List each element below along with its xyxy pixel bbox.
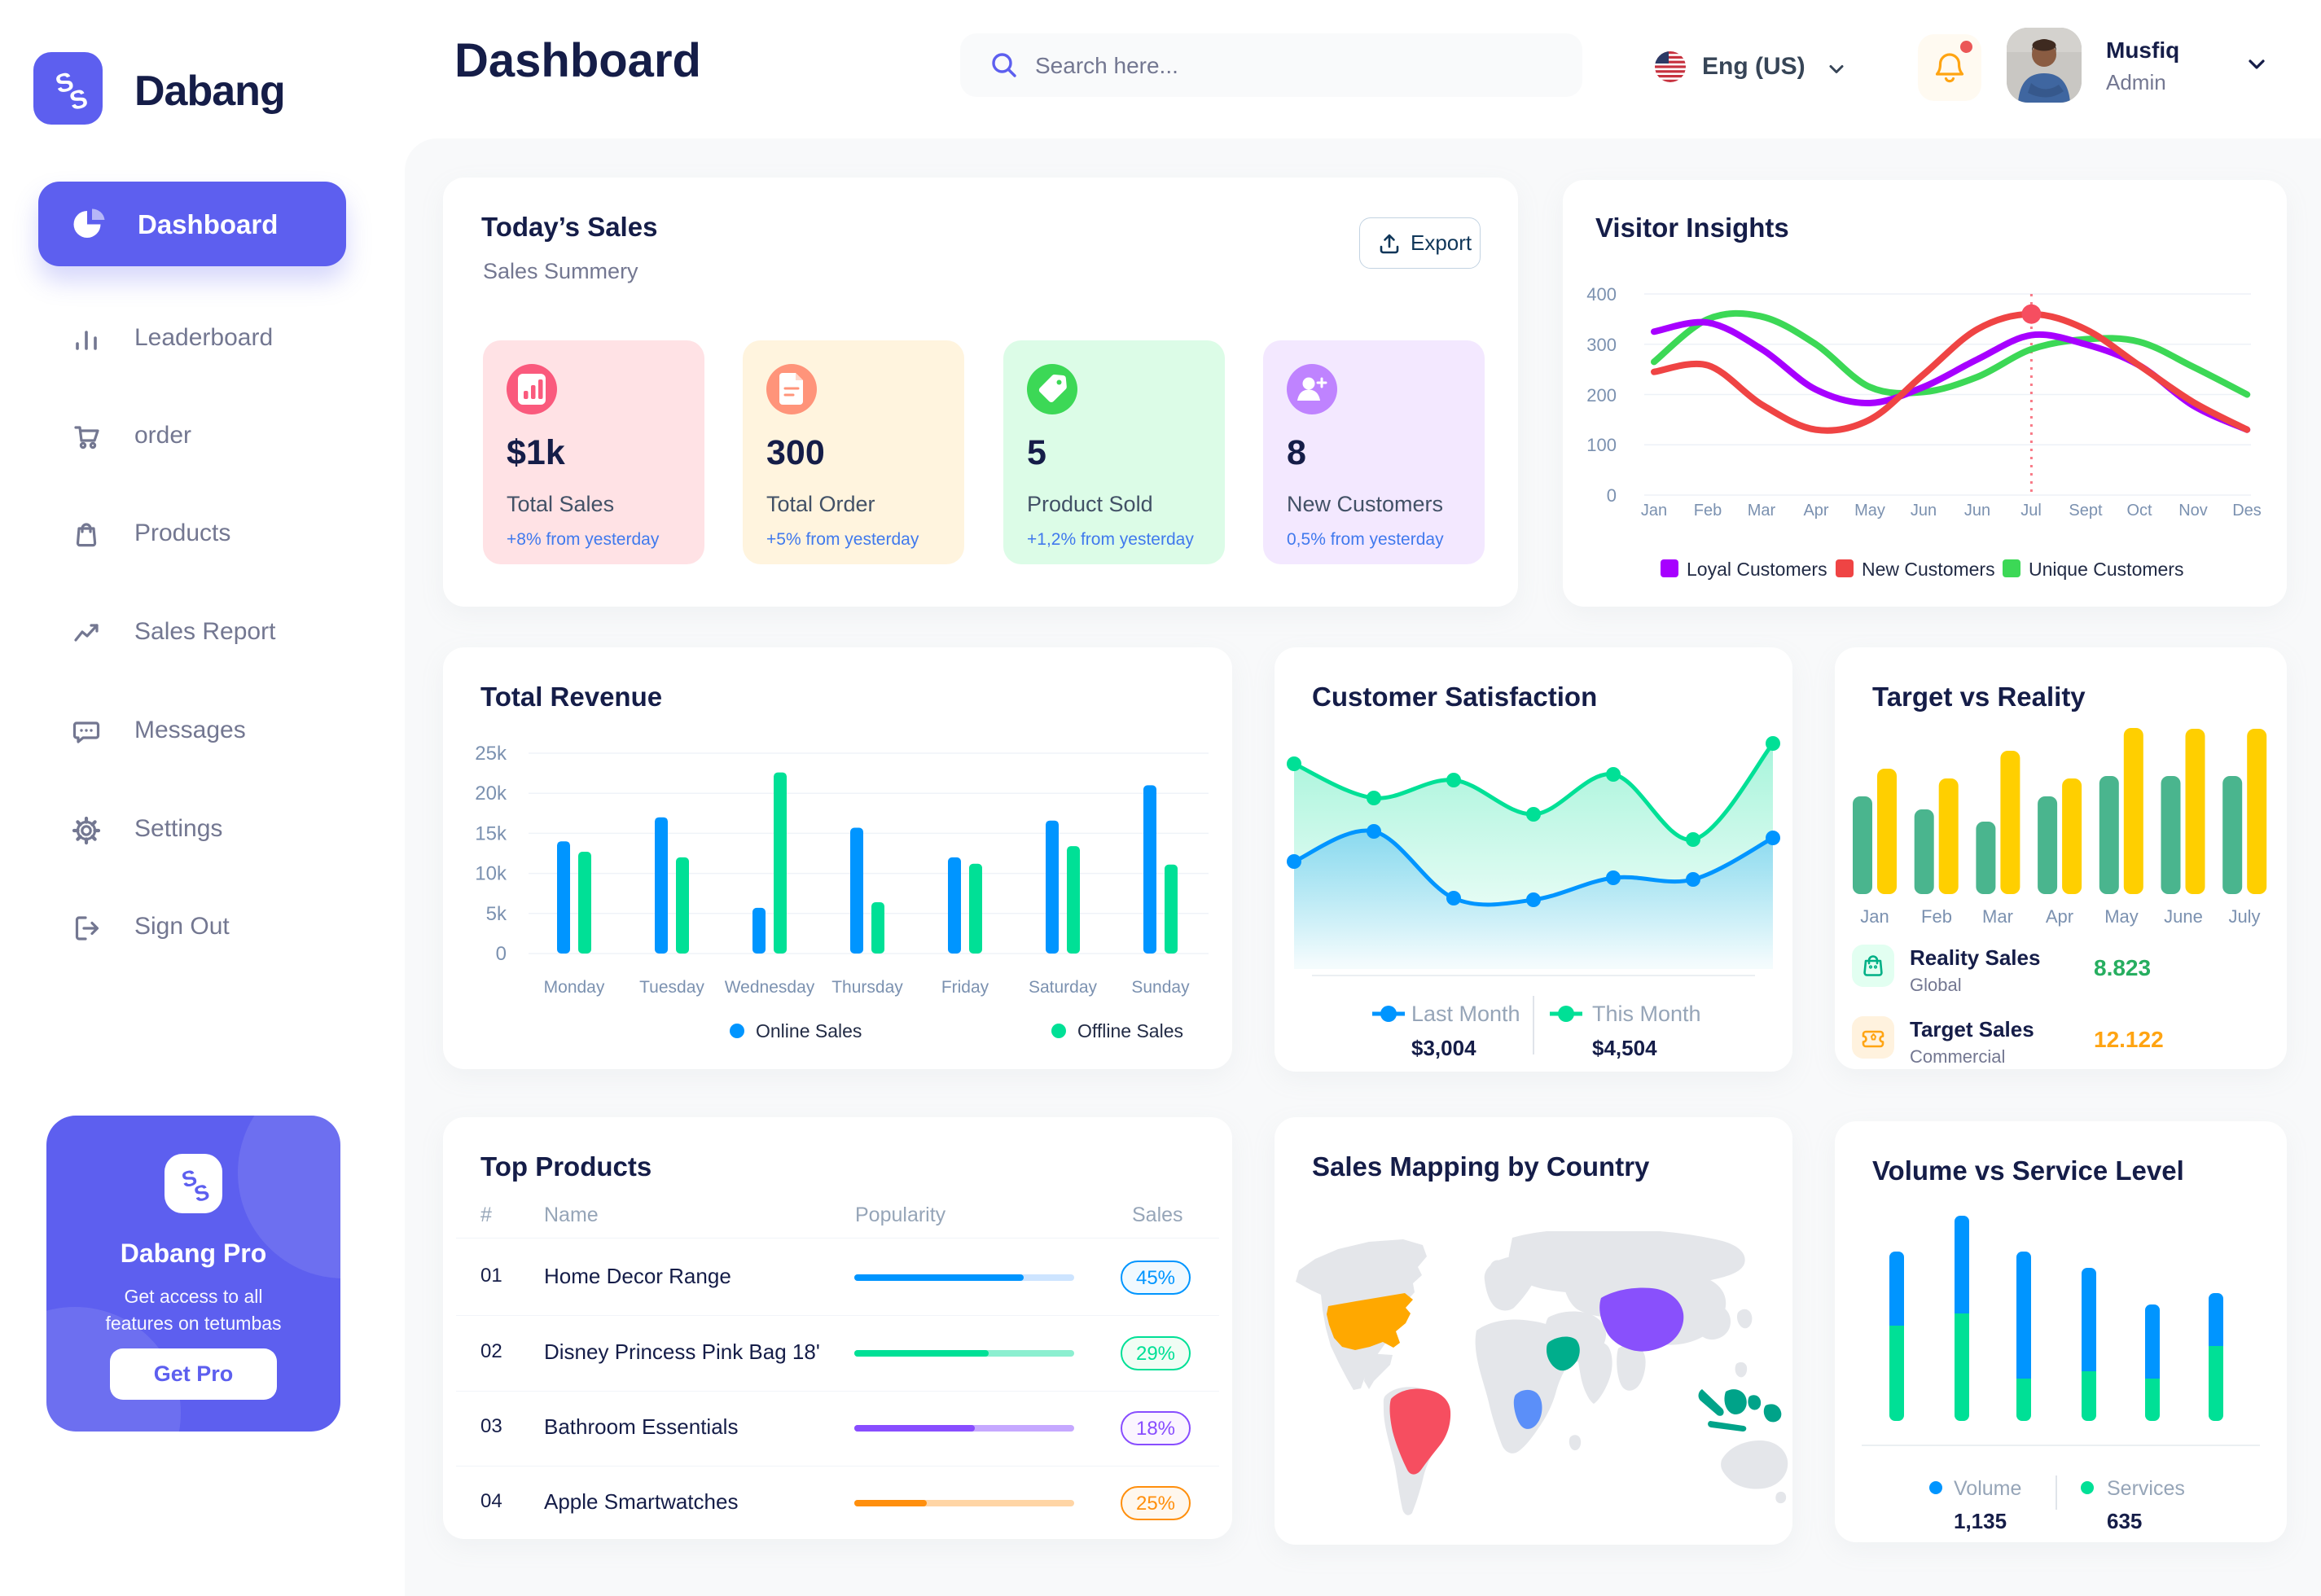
svg-text:5k: 5k xyxy=(486,903,507,925)
svg-text:Wednesday: Wednesday xyxy=(725,978,815,997)
svg-text:Loyal Customers: Loyal Customers xyxy=(1687,559,1827,580)
svg-text:Online Sales: Online Sales xyxy=(756,1020,862,1041)
svg-text:Jan: Jan xyxy=(1860,906,1889,927)
svg-text:May: May xyxy=(1854,502,1885,520)
svg-text:Des: Des xyxy=(2232,502,2262,520)
svg-text:$3,004: $3,004 xyxy=(1411,1036,1476,1060)
svg-text:Apr: Apr xyxy=(1803,502,1828,520)
svg-text:0: 0 xyxy=(496,943,507,965)
svg-text:10k: 10k xyxy=(475,863,507,885)
svg-text:1,135: 1,135 xyxy=(1954,1509,2007,1533)
svg-text:Offline Sales: Offline Sales xyxy=(1077,1020,1183,1041)
svg-text:0: 0 xyxy=(1607,485,1617,506)
svg-text:Feb: Feb xyxy=(1921,906,1952,927)
svg-text:100: 100 xyxy=(1586,435,1617,455)
svg-text:25k: 25k xyxy=(475,743,507,765)
svg-text:Mar: Mar xyxy=(1982,906,2013,927)
svg-text:New Customers: New Customers xyxy=(1862,559,1995,580)
svg-text:Nov: Nov xyxy=(2178,502,2208,520)
svg-text:Monday: Monday xyxy=(544,978,605,997)
svg-text:200: 200 xyxy=(1586,385,1617,406)
svg-text:May: May xyxy=(2104,906,2139,927)
svg-text:Friday: Friday xyxy=(941,978,989,997)
svg-text:Tuesday: Tuesday xyxy=(639,978,704,997)
svg-text:Jan: Jan xyxy=(1641,502,1667,520)
svg-text:Volume: Volume xyxy=(1954,1477,2021,1500)
svg-text:Oct: Oct xyxy=(2126,502,2152,520)
svg-text:20k: 20k xyxy=(475,783,507,805)
svg-text:300: 300 xyxy=(1586,335,1617,355)
svg-text:Mar: Mar xyxy=(1748,502,1776,520)
svg-text:Apr: Apr xyxy=(2046,906,2073,927)
svg-text:400: 400 xyxy=(1586,284,1617,305)
svg-text:Jun: Jun xyxy=(1911,502,1937,520)
svg-text:Jul: Jul xyxy=(2020,502,2042,520)
svg-text:Feb: Feb xyxy=(1694,502,1722,520)
svg-text:Sunday: Sunday xyxy=(1131,978,1190,997)
svg-text:Sept: Sept xyxy=(2069,502,2103,520)
svg-text:Thursday: Thursday xyxy=(831,978,903,997)
svg-text:July: July xyxy=(2228,906,2260,927)
svg-text:Last Month: Last Month xyxy=(1411,1002,1520,1026)
svg-text:15k: 15k xyxy=(475,822,507,844)
svg-text:S: S xyxy=(67,83,90,116)
svg-text:Unique Customers: Unique Customers xyxy=(2029,559,2183,580)
svg-text:June: June xyxy=(2164,906,2203,927)
svg-text:Jun: Jun xyxy=(1964,502,1990,520)
svg-text:635: 635 xyxy=(2107,1509,2142,1533)
svg-text:S: S xyxy=(191,1180,212,1207)
svg-text:Saturday: Saturday xyxy=(1029,978,1098,997)
svg-text:$4,504: $4,504 xyxy=(1592,1036,1657,1060)
svg-text:This Month: This Month xyxy=(1592,1002,1701,1026)
svg-text:Services: Services xyxy=(2107,1477,2185,1500)
